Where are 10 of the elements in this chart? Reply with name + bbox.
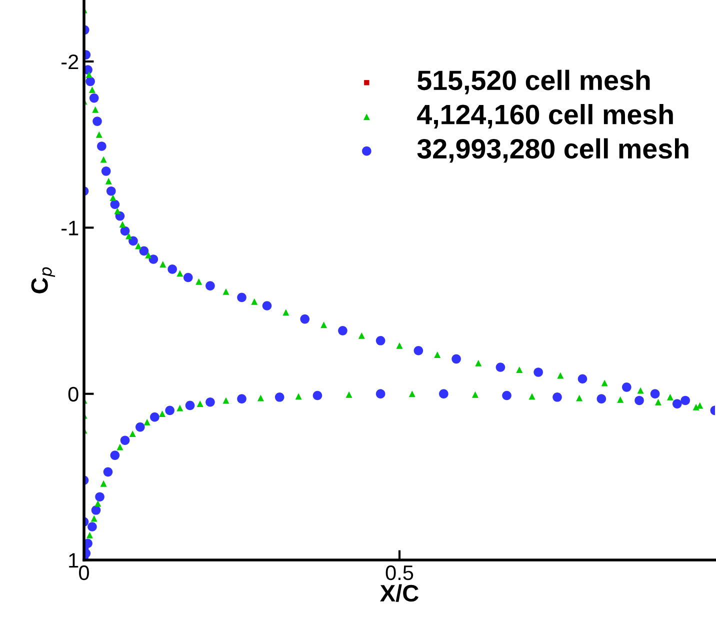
y-tick-label: -2 [62, 54, 78, 70]
legend-label: 32,993,280 cell mesh [417, 138, 688, 163]
y-tick-label: -1 [62, 220, 78, 236]
legend-label: 4,124,160 cell mesh [417, 104, 673, 128]
x-tick-label: 0.5 [386, 565, 414, 580]
y-axis-title: C$_{p}$ [31, 267, 56, 294]
y-tick-label: 0 [68, 386, 78, 402]
y-tick-label: 1 [69, 553, 78, 568]
x-axis-title: X/C [380, 584, 419, 602]
legend-label: 515,520 cell mesh [418, 70, 650, 94]
